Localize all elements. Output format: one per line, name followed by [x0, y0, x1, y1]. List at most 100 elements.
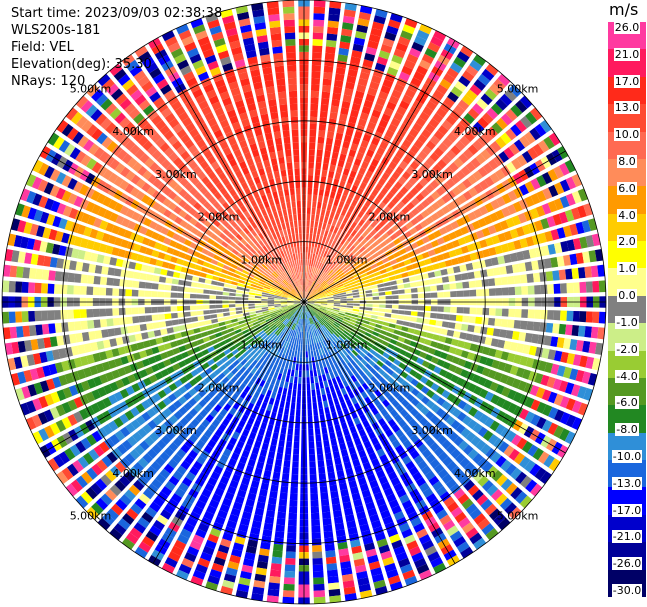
radar-gate [448, 364, 457, 373]
radar-gate [358, 377, 366, 385]
radar-gate [385, 266, 394, 272]
radar-gate [407, 250, 416, 258]
radar-gate [168, 179, 179, 190]
radar-gate [278, 498, 288, 507]
radar-gate [222, 368, 231, 376]
radar-gate [307, 338, 310, 345]
radar-gate [382, 352, 390, 359]
radar-gate [262, 274, 269, 280]
radar-gate [242, 312, 250, 317]
radar-gate [457, 493, 470, 505]
radar-gate [509, 365, 519, 376]
radar-gate [58, 245, 67, 256]
radar-gate [102, 78, 115, 91]
radar-gate [327, 302, 334, 305]
radar-gate [250, 367, 258, 375]
radar-gate [196, 305, 204, 310]
radar-gate [404, 288, 412, 294]
radar-gate [527, 147, 539, 160]
radar-gate [467, 448, 479, 460]
radar-gate [417, 287, 425, 293]
radar-gate [289, 322, 294, 329]
radar-gate [329, 432, 336, 440]
radar-gate [148, 220, 158, 230]
radar-gate [547, 422, 559, 436]
radar-gate [309, 227, 314, 234]
radar-gate [180, 351, 189, 359]
radar-gate [186, 516, 198, 528]
radar-gate [446, 190, 457, 200]
radar-gate [17, 220, 27, 233]
radar-gate [505, 482, 518, 496]
radar-gate [344, 259, 352, 266]
radar-gate [500, 478, 513, 491]
radar-gate [296, 311, 300, 318]
radar-gate [351, 340, 359, 347]
radar-gate [147, 109, 159, 121]
radar-gate [262, 415, 269, 424]
radar-gate [125, 279, 133, 288]
radar-gate [293, 435, 300, 442]
radar-gate [221, 385, 230, 394]
radar-gate [494, 349, 503, 359]
radar-gate [232, 237, 240, 245]
radar-gate [358, 329, 366, 335]
radar-gate [368, 452, 378, 461]
radar-gate [294, 303, 301, 307]
radar-gate [272, 364, 278, 372]
radar-gate [307, 252, 311, 260]
radar-gate [234, 352, 242, 359]
radar-gate [316, 276, 321, 283]
radar-gate [550, 256, 559, 268]
radar-gate [272, 471, 281, 480]
radar-gate [325, 345, 331, 353]
radar-gate [594, 342, 604, 355]
radar-gate [141, 358, 151, 367]
radar-gate [321, 272, 326, 279]
radar-gate [366, 245, 374, 252]
radar-gate [286, 328, 291, 335]
radar-gate [445, 354, 454, 362]
radar-gate [123, 121, 136, 134]
radar-gate [289, 408, 295, 416]
radar-gate [154, 242, 163, 250]
radar-gate [297, 350, 300, 358]
radar-gate [248, 431, 257, 440]
radar-gate [226, 206, 234, 215]
radar-gate [196, 338, 205, 345]
radar-gate [382, 515, 394, 526]
radar-gate [151, 190, 162, 200]
radar-gate [209, 186, 218, 195]
radar-gate [205, 581, 219, 591]
radar-gate [210, 363, 219, 371]
radar-gate [378, 291, 386, 296]
radar-gate [99, 373, 109, 384]
radar-gate [433, 246, 442, 255]
radar-gate [20, 236, 29, 249]
radar-gate [141, 182, 151, 193]
radar-gate [168, 212, 178, 222]
radar-gate [217, 544, 230, 554]
radar-gate [189, 187, 198, 196]
radar-gate [571, 400, 582, 414]
radar-gate [445, 178, 456, 189]
radar-gate [334, 139, 342, 147]
radar-gate [571, 267, 580, 279]
radar-gate [597, 327, 605, 340]
radar-gate [189, 378, 198, 387]
radar-gate [209, 290, 217, 295]
radar-gate [318, 290, 326, 295]
radar-gate [178, 199, 187, 209]
radar-gate [327, 365, 333, 373]
radar-gate [354, 275, 362, 281]
radar-gate [412, 171, 422, 181]
radar-gate [543, 136, 555, 150]
radar-gate [478, 335, 487, 345]
radar-gate [428, 426, 438, 436]
radar-gate [480, 498, 493, 511]
radar-gate [351, 396, 358, 405]
radar-gate [115, 215, 125, 225]
radar-gate [192, 165, 203, 176]
radar-gate [433, 366, 442, 375]
